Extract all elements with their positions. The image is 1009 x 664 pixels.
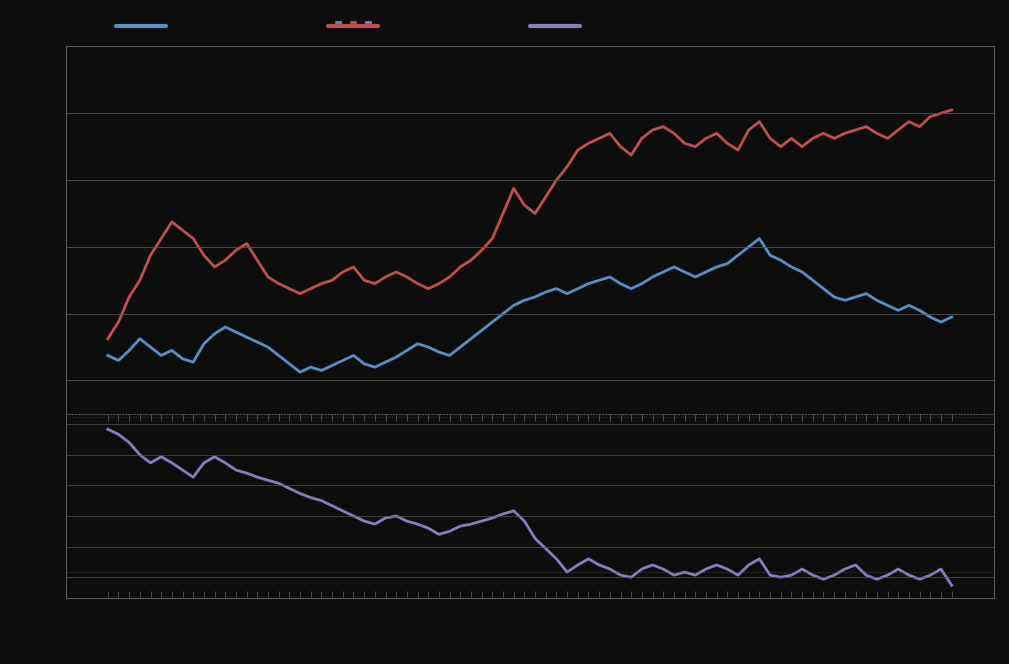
Legend: , , : , , <box>336 21 370 23</box>
